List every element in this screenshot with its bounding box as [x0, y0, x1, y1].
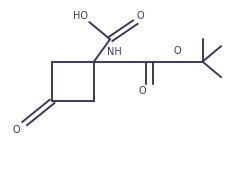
- Text: HO: HO: [73, 11, 88, 21]
- Text: O: O: [137, 11, 144, 21]
- Text: O: O: [139, 86, 146, 96]
- Text: O: O: [173, 47, 181, 57]
- Text: O: O: [12, 125, 20, 135]
- Text: NH: NH: [107, 47, 122, 57]
